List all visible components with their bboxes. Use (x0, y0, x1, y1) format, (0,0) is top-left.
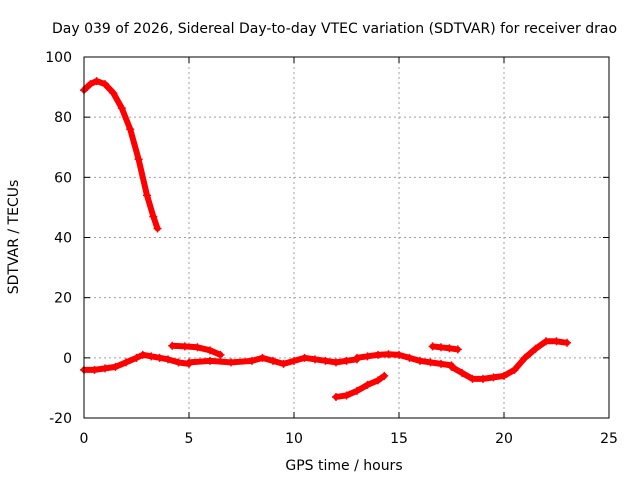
data-point (380, 371, 389, 380)
series-arc-2 (80, 350, 193, 374)
plot-frame (83, 56, 610, 419)
y-tick-label: 0 (63, 351, 72, 367)
y-tick-label: -20 (49, 411, 72, 427)
data-point (353, 353, 361, 362)
data-point (342, 356, 351, 365)
data-point (447, 362, 456, 371)
data-point (552, 337, 561, 346)
data-point (126, 125, 135, 134)
chart-title: Day 039 of 2026, Sidereal Day-to-day VTE… (52, 21, 617, 37)
data-point (479, 374, 487, 383)
x-tick-label: 15 (390, 431, 408, 447)
data-point (384, 350, 393, 359)
data-point (92, 77, 101, 86)
data-point (363, 352, 372, 361)
data-point (193, 343, 202, 352)
data-point (428, 342, 437, 351)
y-tick-label: 40 (54, 231, 72, 247)
data-point (117, 104, 126, 113)
data-point (109, 89, 118, 98)
series-arc-1 (80, 77, 162, 233)
data-point (90, 365, 99, 374)
data-point (542, 337, 550, 346)
data-point (206, 346, 214, 355)
data-point (269, 356, 277, 365)
data-point (489, 373, 498, 382)
data-point (185, 358, 193, 367)
data-point (458, 368, 466, 377)
x-tick-label: 0 (80, 431, 89, 447)
data-point (149, 212, 158, 221)
y-tick-label: 100 (45, 50, 72, 66)
data-point (258, 353, 267, 362)
x-tick-label: 20 (495, 431, 513, 447)
tick-labels: 0 5 10 15 20 25 -20 0 20 40 60 80 100 (45, 50, 618, 447)
data-point (86, 80, 95, 89)
data-point (563, 338, 571, 347)
data-point (521, 353, 529, 362)
data-point (206, 356, 214, 365)
data-point (416, 356, 424, 365)
data-point (453, 345, 462, 354)
data-point (531, 344, 540, 353)
series-band (354, 351, 455, 369)
data-point (101, 80, 109, 89)
data-point (101, 364, 109, 373)
data-point (374, 376, 382, 385)
data-point (279, 359, 288, 368)
series-arc-3 (168, 341, 225, 359)
data-point (374, 350, 382, 359)
data-point (332, 358, 340, 367)
data-point (111, 362, 120, 371)
data-point (500, 371, 508, 380)
data-point (311, 355, 319, 364)
data-point (134, 155, 143, 164)
data-point (468, 374, 477, 383)
data-point (300, 353, 309, 362)
data-point (216, 350, 225, 359)
data-point (290, 356, 298, 365)
data-point (138, 350, 147, 359)
data-point (174, 358, 183, 367)
data-point (147, 352, 156, 361)
data-point (321, 356, 330, 365)
y-tick-label: 80 (54, 110, 72, 126)
data-point (445, 344, 454, 353)
series-arc-8 (447, 337, 571, 383)
data-point (405, 353, 414, 362)
y-tick-label: 20 (54, 291, 72, 307)
y-axis-label: SDTVAR / TECUs (6, 180, 22, 295)
data-point (227, 358, 235, 367)
data-point (426, 358, 435, 367)
x-tick-label: 5 (185, 431, 194, 447)
data-point (437, 359, 445, 368)
data-point (353, 386, 361, 395)
data-point (164, 355, 172, 364)
series-layer (80, 77, 571, 401)
data-point (363, 380, 372, 389)
series-band (429, 343, 461, 353)
data-point (395, 350, 403, 359)
data-point (342, 391, 351, 400)
x-axis-label: GPS time / hours (285, 458, 402, 474)
data-point (153, 224, 162, 233)
data-point (248, 356, 256, 365)
data-point (132, 353, 141, 362)
data-point (437, 343, 445, 352)
data-point (180, 342, 189, 351)
y-tick-label: 60 (54, 170, 72, 186)
data-point (155, 353, 164, 362)
series-arc-7 (428, 342, 462, 354)
data-point (143, 191, 151, 200)
x-tick-label: 25 (600, 431, 618, 447)
data-point (510, 365, 519, 374)
x-tick-label: 10 (285, 431, 303, 447)
data-point (168, 341, 177, 350)
data-point (332, 392, 340, 401)
data-point (122, 358, 130, 367)
series-arc-6 (332, 371, 389, 401)
